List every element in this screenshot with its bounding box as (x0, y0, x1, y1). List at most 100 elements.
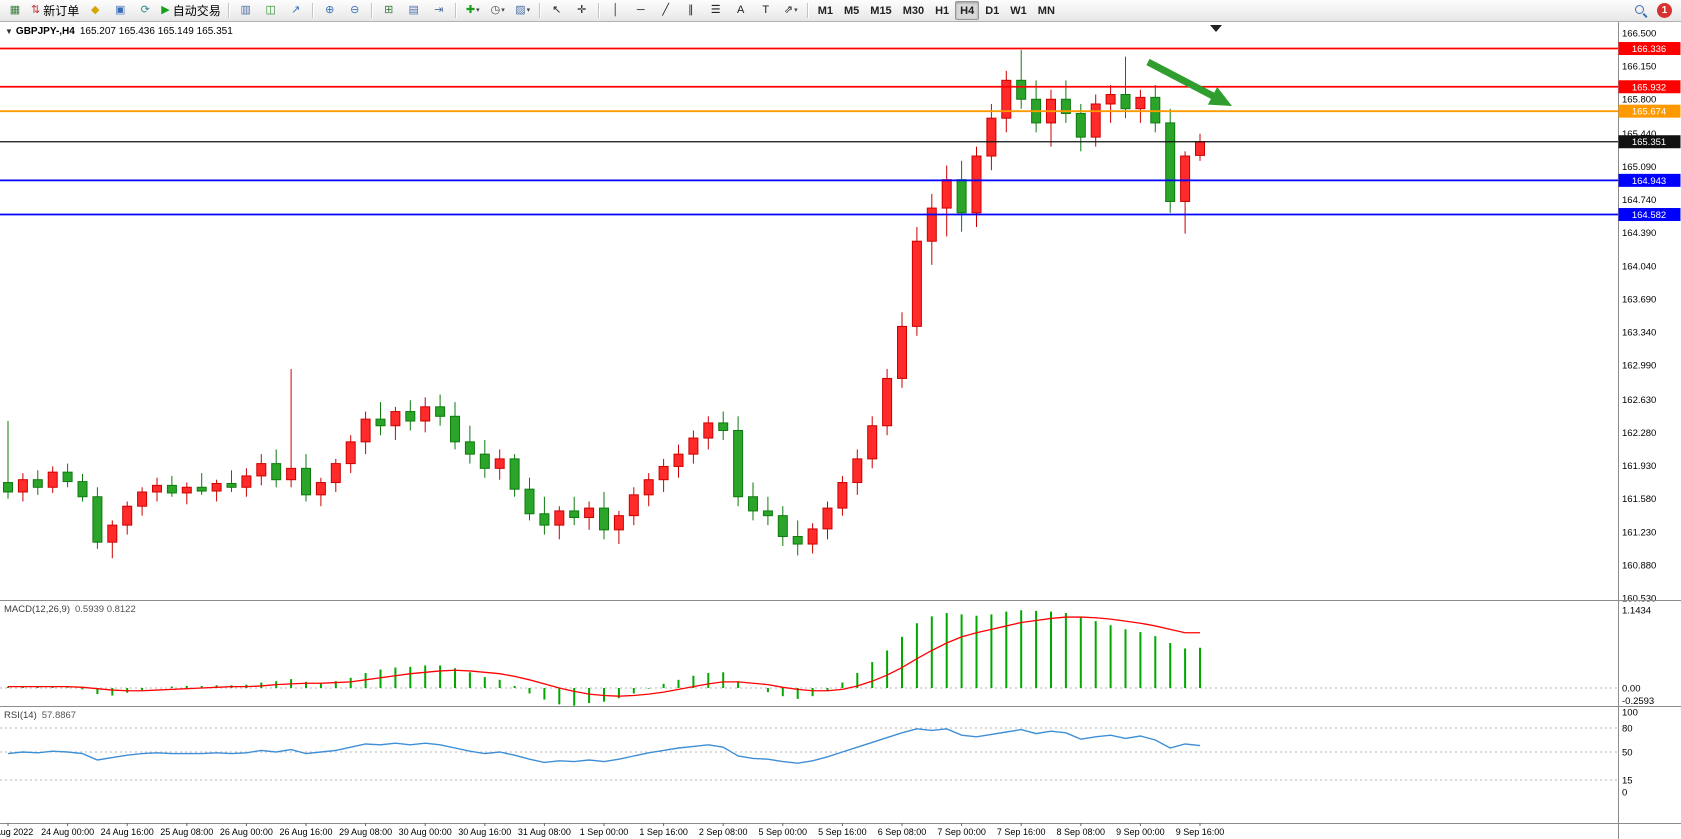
candle (1060, 98, 1071, 114)
candle (673, 453, 684, 467)
toolbar-separator (311, 3, 314, 18)
timeframe-mn[interactable]: MN (1037, 4, 1055, 17)
rsi-indicator-label: RSI(14) 57.8867 (4, 710, 76, 721)
chart-shift-marker[interactable] (1210, 25, 1222, 32)
candle (450, 415, 460, 443)
rsi-value: 57.8867 (41, 710, 77, 721)
chart-window[interactable]: ▼ GBPJPY-,H4 165.207 165.436 165.149 165.3… (0, 22, 1681, 839)
line-chart-icon: ↗ (291, 4, 301, 16)
ohlc-values: 165.207 165.436 165.149 165.351 (79, 26, 233, 37)
candle (1135, 96, 1146, 110)
candle (107, 524, 118, 543)
macd-axis-label: 0.00 (1622, 684, 1641, 695)
chart-canvas[interactable]: 166.500 166.150 165.800 165.440 165.090 164.7… (0, 22, 1681, 839)
indicators-button[interactable]: ✚ ▾ (461, 1, 485, 21)
price-axis-label: 160.880 (1622, 560, 1656, 571)
arrows-icon: ⇗ (783, 4, 794, 16)
notification-badge[interactable]: 1 (1657, 3, 1672, 18)
toolbar-separator (597, 3, 600, 18)
candle (1105, 94, 1116, 105)
zoom-out-button[interactable]: ⊖ (343, 1, 367, 21)
bar-chart-button[interactable]: ▥ (234, 1, 258, 21)
vline-icon: │ (612, 4, 620, 16)
price-axis-label: 163.340 (1622, 328, 1656, 339)
tile-windows-icon: ⊞ (384, 4, 394, 16)
quotes-button[interactable]: ◆ (83, 1, 107, 21)
price-badge-text: 165.932 (1632, 82, 1666, 93)
time-axis-label: 26 Aug 16:00 (279, 827, 332, 837)
candle (92, 496, 103, 543)
text-button[interactable]: A (729, 1, 753, 21)
terminal-button[interactable]: ▣ (108, 1, 132, 21)
candle (688, 437, 699, 455)
time-axis-label: 25 Aug 08:00 (160, 827, 213, 837)
refresh-button[interactable]: ⟳ (133, 1, 157, 21)
candle (509, 458, 520, 490)
channel-button[interactable]: ∥ (679, 1, 703, 21)
search-icon[interactable] (1635, 4, 1647, 17)
timeframe-w1[interactable]: W1 (1010, 4, 1027, 17)
label-icon: T (762, 4, 770, 16)
candlestick-icon: ◫ (265, 4, 276, 16)
timeframe-d1[interactable]: D1 (985, 4, 1000, 17)
timeframe-m15[interactable]: M15 (870, 4, 892, 17)
time-axis-label: 8 Sep 08:00 (1057, 827, 1106, 837)
candle (926, 207, 937, 242)
candlestick-button[interactable]: ◫ (259, 1, 283, 21)
trendline-button[interactable]: ╱ (654, 1, 678, 21)
candle (241, 475, 252, 488)
price-axis-label: 165.440 (1622, 129, 1656, 140)
candle (137, 491, 148, 507)
macd-signal-line (8, 616, 1200, 697)
label-button[interactable]: T (754, 1, 778, 21)
timeframe-h1[interactable]: H1 (935, 4, 950, 17)
candle (32, 479, 43, 488)
cursor-button[interactable]: ↖ (545, 1, 569, 21)
candle (345, 441, 356, 465)
zoom-out-icon: ⊖ (350, 4, 360, 16)
price-axis-label: 162.630 (1622, 395, 1656, 406)
arrows-button[interactable]: ⇗ ▾ (779, 1, 803, 21)
time-axis-label: 31 Aug 08:00 (518, 827, 571, 837)
price-axis-label: 164.390 (1622, 228, 1656, 239)
terminal-icon: ▣ (115, 4, 126, 16)
zoom-in-button[interactable]: ⊕ (318, 1, 342, 21)
timeframe-m5[interactable]: M5 (844, 4, 860, 17)
time-axis-label: 7 Sep 00:00 (937, 827, 986, 837)
arrange-charts-button[interactable]: ▤ (402, 1, 426, 21)
chart-shift-button[interactable]: ⇥ (427, 1, 451, 21)
macd-values: 0.5939 0.8122 (75, 604, 136, 615)
text-icon: A (737, 4, 745, 16)
vertical-line-button[interactable]: │ (604, 1, 628, 21)
play-icon: ▶ (161, 4, 170, 16)
toolbar-right: 1 (1635, 3, 1678, 18)
crosshair-button[interactable]: ✛ (570, 1, 594, 21)
autotrade-button[interactable]: ▶ 自动交易 (158, 1, 223, 21)
candle (599, 507, 609, 531)
line-chart-button[interactable]: ↗ (284, 1, 308, 21)
fibonacci-button[interactable]: ☰ (704, 1, 728, 21)
price-axis-label: 160.530 (1622, 594, 1656, 605)
timeframe-m1[interactable]: M1 (817, 4, 833, 17)
annotation-arrow-shaft[interactable] (1146, 58, 1215, 100)
templates-button[interactable]: ▨ ▾ (511, 1, 535, 21)
candle (77, 481, 88, 498)
candle (479, 453, 490, 469)
new-chart-button[interactable]: ▦ (3, 1, 27, 21)
price-axis-label: 162.990 (1622, 361, 1656, 372)
candle (971, 155, 982, 214)
tile-windows-button[interactable]: ⊞ (377, 1, 401, 21)
new-order-button[interactable]: ⇅ 新订单 (28, 1, 82, 21)
periods-button[interactable]: ◷ ▾ (486, 1, 510, 21)
price-axis-label: 165.800 (1622, 95, 1656, 106)
symbol-period-label: GBPJPY-,H4 (15, 26, 75, 37)
candle (986, 117, 997, 157)
time-axis-label: 7 Sep 16:00 (997, 827, 1046, 837)
candle (17, 479, 28, 493)
horizontal-line-button[interactable]: ─ (629, 1, 653, 21)
annotation-arrow-head[interactable] (1207, 87, 1232, 106)
toolbar-separator (227, 3, 230, 18)
chevron-down-icon[interactable]: ▼ (5, 27, 13, 36)
timeframe-h4[interactable]: H4 (955, 1, 980, 20)
timeframe-m30[interactable]: M30 (902, 4, 925, 17)
